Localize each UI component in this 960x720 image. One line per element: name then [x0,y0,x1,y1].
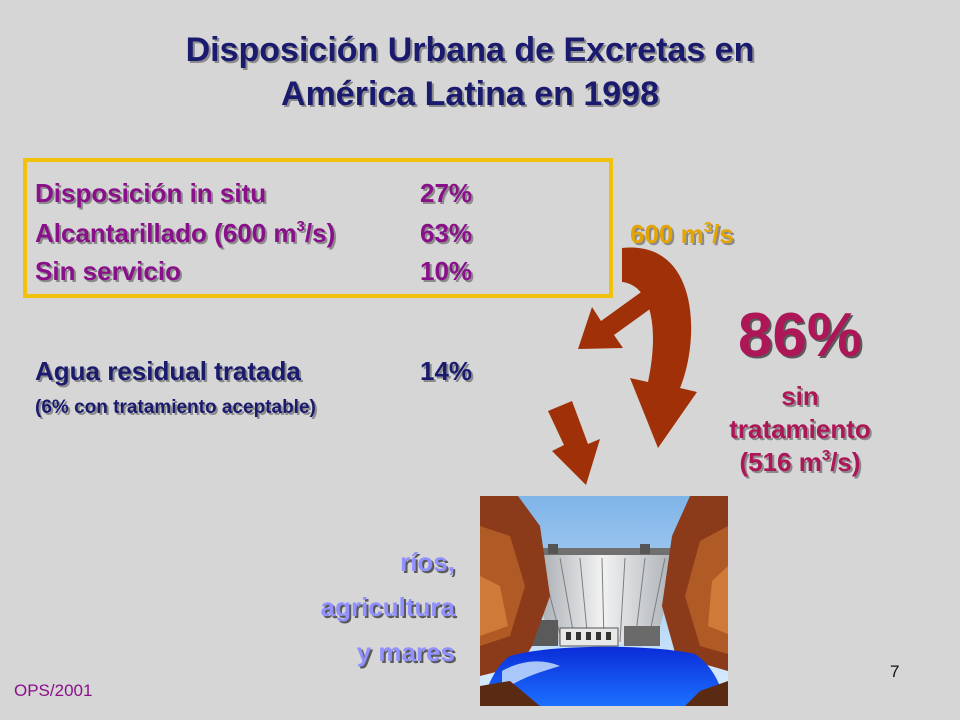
untreated-line-2: tratamiento [729,414,871,444]
stat-value: 10% [420,256,473,286]
stat-label: Disposición in situ [35,178,267,208]
stat-row-sin-servicio: Sin servicio 10% [35,256,472,286]
untreated-line-1: sin [781,381,819,411]
stat-row-alcantarillado: Alcantarillado (600 m3/s) 63% [35,218,472,248]
dam-icon [480,496,728,706]
title-line-2: América Latina en 1998 [281,75,659,113]
title-line-1: Disposición Urbana de Excretas en [185,31,755,69]
stats-box [23,158,613,298]
untreated-line-3: (516 m3/s) [739,447,861,477]
treated-value: 14% [420,356,473,386]
page-number: 7 [890,662,900,681]
untreated-label: sin tratamiento (516 m3/s) [690,380,910,479]
destination-item: y mares [356,637,455,667]
arrow-down-icon [548,401,600,485]
stat-label: Sin servicio [35,256,181,286]
destinations-list: ríos, agricultura y mares [240,540,455,675]
destination-item: ríos, [400,547,455,577]
treated-note: (6% con tratamiento aceptable) [35,397,316,418]
stat-row-in-situ: Disposición in situ 27% [35,178,472,208]
untreated-percent: 86% [737,301,863,370]
stat-value: 63% [420,218,473,248]
curved-arrow-down-icon [622,247,697,448]
stat-label: Alcantarillado (600 m3/s) [35,218,336,248]
stat-value: 27% [420,178,473,208]
arrow-down-left-icon [578,282,668,349]
treated-label: Agua residual tratada [35,356,301,386]
flow-rate-label: 600 m3/s [630,219,734,249]
slide-title: Disposición Urbana de Excretas en Améric… [60,28,880,116]
footer-source: OPS/2001 [14,681,93,700]
stat-row-treated: Agua residual tratada 14% [35,356,472,386]
destination-item: agricultura [320,592,455,622]
